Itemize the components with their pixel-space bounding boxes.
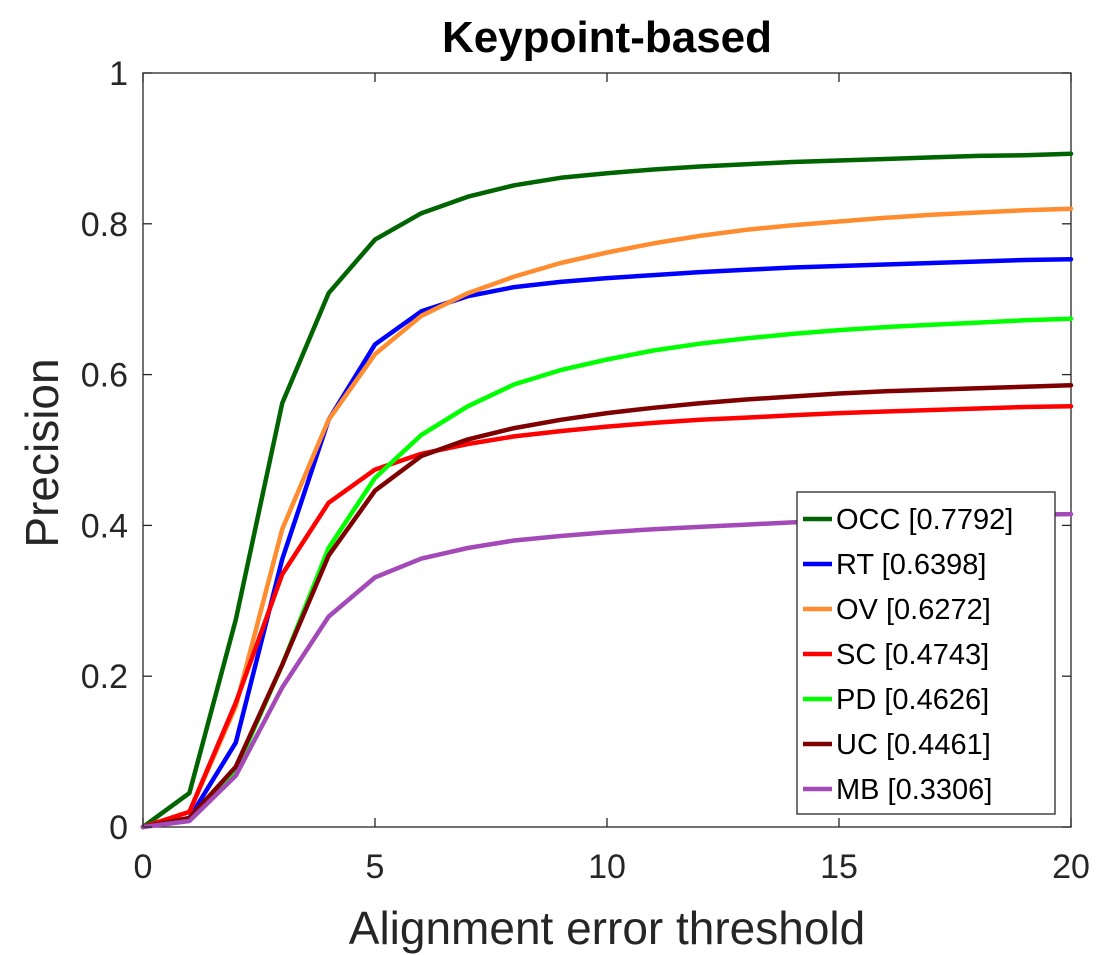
series-line-1 <box>140 256 1074 830</box>
legend-entry-1: RT [0.6398] <box>836 549 986 581</box>
axis-ticks: 0 5 10 15 20 0 0.2 0.4 0.6 0.8 1 <box>81 55 1090 886</box>
x-tick-label: 15 <box>820 848 858 886</box>
y-axis-label: Precision <box>16 358 68 547</box>
series-line-2 <box>140 206 1074 830</box>
legend-entry-5: UC [0.4461] <box>836 729 991 761</box>
x-tick-label: 20 <box>1052 848 1090 886</box>
y-tick-label: 0.8 <box>81 206 128 244</box>
chart-title: Keypoint-based <box>442 13 772 62</box>
x-tick-label: 10 <box>588 848 626 886</box>
x-axis-label: Alignment error threshold <box>349 902 865 954</box>
legend-entry-3: SC [0.4743] <box>836 639 989 671</box>
y-tick-label: 1 <box>109 55 128 93</box>
series-line-0 <box>140 151 1074 830</box>
legend: OCC [0.7792] RT [0.6398] OV [0.6272] SC [0.… <box>796 491 1056 815</box>
y-tick-label: 0.4 <box>81 507 128 545</box>
legend-entry-2: OV [0.6272] <box>836 594 991 626</box>
legend-entry-4: PD [0.4626] <box>836 684 989 716</box>
series-line-3 <box>140 404 1074 830</box>
y-tick-label: 0.6 <box>81 357 128 395</box>
y-tick-label: 0 <box>109 809 128 847</box>
legend-box <box>796 491 1056 815</box>
x-tick-label: 5 <box>366 848 385 886</box>
x-tick-label: 0 <box>134 848 153 886</box>
legend-entry-6: MB [0.3306] <box>836 774 992 806</box>
series-line-5 <box>140 382 1074 830</box>
legend-entry-0: OCC [0.7792] <box>836 504 1013 536</box>
y-tick-label: 0.2 <box>81 658 128 696</box>
